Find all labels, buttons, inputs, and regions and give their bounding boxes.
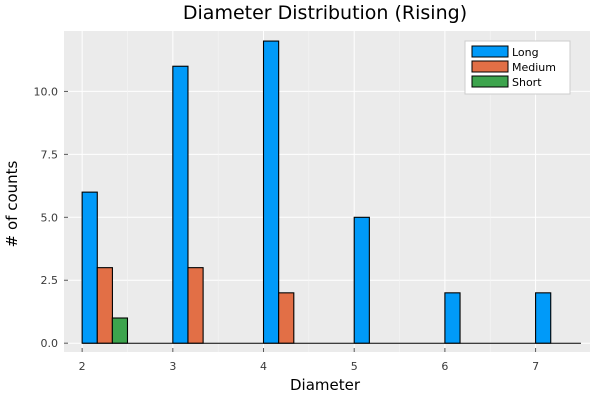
bar-medium [187, 267, 204, 344]
legend-swatch-medium [471, 60, 509, 73]
legend-swatch-short [471, 75, 509, 88]
x-tick-label: 7 [532, 360, 539, 373]
x-tick-label: 3 [169, 360, 176, 373]
y-axis-label: # of counts [3, 160, 21, 247]
y-axis-ticks: 0.0 2.5 5.0 7.5 10.0 [34, 85, 68, 350]
y-tick-label: 0.0 [41, 337, 59, 350]
legend-label-short: Short [512, 76, 542, 89]
legend: Long Medium Short [464, 40, 571, 95]
y-tick-label: 10.0 [34, 85, 59, 98]
bar-medium [278, 292, 295, 344]
bar-long [353, 216, 370, 344]
bar-long [172, 65, 189, 344]
bar-long [444, 292, 461, 344]
x-tick-label: 2 [79, 360, 86, 373]
legend-label-long: Long [512, 46, 539, 59]
bar-short [111, 317, 129, 344]
bar-long [535, 292, 552, 344]
x-axis-label: Diameter [290, 376, 361, 394]
chart-title: Diameter Distribution (Rising) [183, 2, 467, 24]
bar-medium [96, 267, 113, 344]
x-tick-label: 6 [441, 360, 448, 373]
bar-long [262, 40, 280, 344]
x-tick-label: 5 [351, 360, 358, 373]
y-tick-label: 5.0 [41, 211, 59, 224]
bar-long [81, 191, 98, 344]
y-tick-label: 2.5 [41, 274, 59, 287]
x-tick-label: 4 [260, 360, 267, 373]
x-axis-ticks: 2 3 4 5 6 7 [79, 348, 539, 373]
bars [81, 40, 581, 344]
legend-label-medium: Medium [512, 61, 556, 74]
y-tick-label: 7.5 [41, 148, 59, 161]
legend-swatch-long [471, 45, 509, 58]
